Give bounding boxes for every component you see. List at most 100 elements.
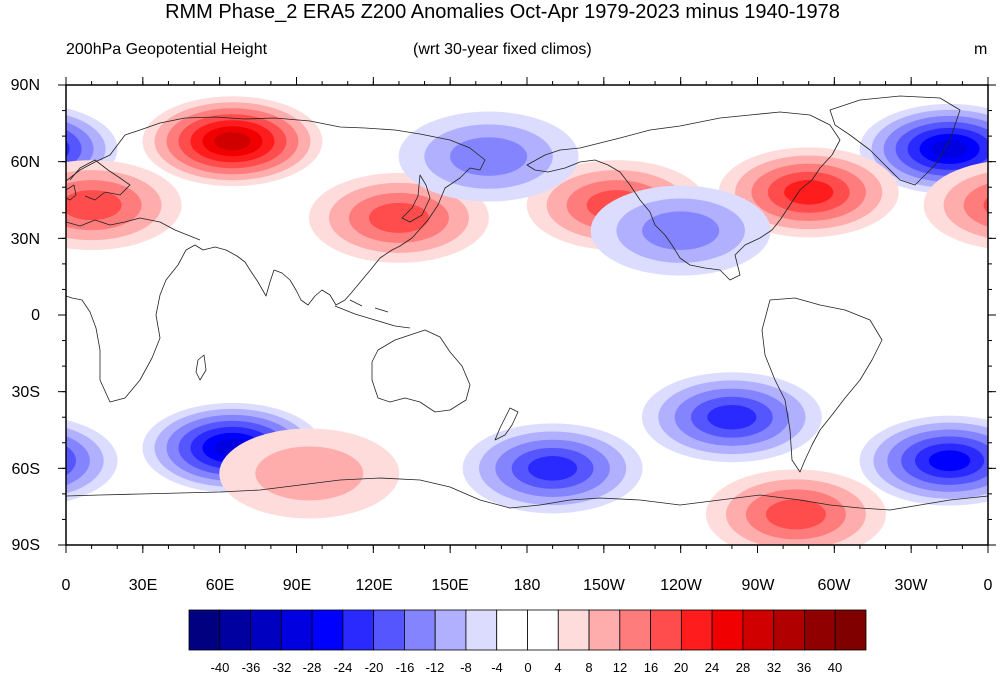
colorbar-label: 24 (704, 660, 720, 675)
coastline-mediterranean (66, 217, 201, 241)
coastline-uk (66, 184, 77, 201)
colorbar-label: -28 (302, 660, 322, 675)
lon-label: 180 (513, 577, 541, 594)
lat-label: 0 (31, 307, 40, 324)
lon-label: 60W (817, 577, 851, 594)
colorbar-label: 36 (796, 660, 812, 675)
units-label: m (974, 41, 988, 58)
anomaly-blob (66, 160, 988, 251)
anomaly-contour (66, 140, 70, 158)
colorbar-swatch (280, 609, 313, 651)
coastline-alaska-north-america (526, 111, 841, 281)
anomaly-blob (462, 423, 643, 514)
lon-label: 30W (894, 577, 928, 594)
colorbar-label: 12 (612, 660, 628, 675)
colorbar-swatch (742, 609, 775, 651)
lon-label: 120W (660, 577, 702, 594)
lat-label: 30S (11, 384, 40, 401)
lat-label: 90N (10, 77, 40, 94)
map-title: RMM Phase_2 ERA5 Z200 Anomalies Oct-Apr … (165, 1, 840, 23)
colorbar-swatch (557, 609, 590, 651)
lat-label: 90S (11, 537, 40, 554)
axis-ticks (58, 77, 996, 553)
colorbar-swatch (711, 609, 744, 651)
anomaly-contour (931, 139, 968, 158)
anomaly-contour (928, 450, 971, 472)
colorbar-label: 20 (673, 660, 689, 675)
colorbar-label: -24 (333, 660, 353, 675)
coastline-antarctica (66, 477, 988, 511)
anomaly-contours (0, 96, 988, 545)
anomaly-contour (7, 450, 49, 471)
colorbar-swatch (527, 609, 559, 651)
colorbar-label: 4 (554, 660, 562, 675)
colorbar-label: -40 (210, 660, 230, 675)
anomaly-contour (707, 404, 757, 430)
colorbar-label: 28 (735, 660, 751, 675)
anomaly-contour (368, 202, 429, 233)
colorbar-swatch (650, 609, 682, 651)
anomaly-contour (255, 446, 364, 501)
coastline-madagascar (195, 354, 207, 381)
lon-label: 30E (128, 577, 158, 594)
anomaly-contour (963, 183, 988, 227)
colorbar-swatch (680, 609, 713, 651)
colorbar-swatch (250, 609, 282, 651)
colorbar-label: -8 (460, 660, 472, 675)
colorbar-swatch (342, 609, 375, 651)
anomaly-contour (66, 445, 77, 476)
colorbar-swatch (311, 609, 344, 651)
anomaly-contour (0, 443, 62, 478)
colorbar-label: 8 (585, 660, 593, 675)
colorbar-swatch (465, 609, 498, 651)
lon-label: 60E (205, 577, 235, 594)
colorbar-swatch (619, 609, 651, 651)
anomaly-contour (66, 436, 90, 486)
anomaly-contour (642, 211, 720, 250)
anomaly-contour (66, 190, 122, 221)
coastline-greenland (829, 95, 961, 186)
colorbar-swatch (188, 609, 221, 651)
anomaly-contour (765, 499, 826, 530)
anomaly-contour (983, 197, 988, 213)
lat-label: 60S (11, 461, 40, 478)
lon-label: 120E (355, 577, 393, 594)
anomaly-contour (10, 140, 46, 158)
coastline-new-zealand (494, 407, 519, 441)
anomaly-blob (0, 415, 988, 506)
coastline-south-america (761, 297, 883, 473)
anomaly-blob (705, 469, 886, 545)
colorbar-label: 40 (827, 660, 843, 675)
lat-label: 30N (10, 231, 40, 248)
colorbar-label: -16 (395, 660, 415, 675)
anomaly-blob (590, 185, 771, 276)
coastline-japan (401, 174, 431, 223)
colorbar (188, 609, 867, 651)
colorbar-swatch (373, 609, 405, 651)
colorbar-label: -4 (491, 660, 503, 675)
variable-label: 200hPa Geopotential Height (66, 41, 268, 58)
colorbar-swatch (496, 609, 528, 651)
colorbar-label: 32 (766, 660, 782, 675)
lon-label: 0 (983, 577, 993, 594)
coastlines (66, 95, 988, 511)
colorbar-label: 16 (643, 660, 659, 675)
anomaly-contour (450, 137, 528, 176)
anomaly-contour (784, 180, 834, 205)
lon-label: 90W (741, 577, 775, 594)
coastline-eurasia-africa (66, 116, 486, 403)
coastline-australia (371, 329, 471, 413)
colorbar-swatch (404, 609, 436, 651)
anomaly-contour (528, 456, 578, 481)
lon-label: 0 (61, 577, 71, 594)
colorbar-swatch (219, 609, 251, 651)
colorbar-swatch (588, 609, 621, 651)
colorbar-label: -12 (425, 660, 445, 675)
lat-label: 60N (10, 154, 40, 171)
coastline-scandinavia (69, 159, 131, 201)
coastline-indonesia (334, 299, 411, 329)
colorbar-label: 0 (524, 660, 532, 675)
anomaly-blob (398, 111, 579, 202)
colorbar-swatch (834, 609, 867, 651)
climatology-note: (wrt 30-year fixed climos) (413, 41, 592, 58)
